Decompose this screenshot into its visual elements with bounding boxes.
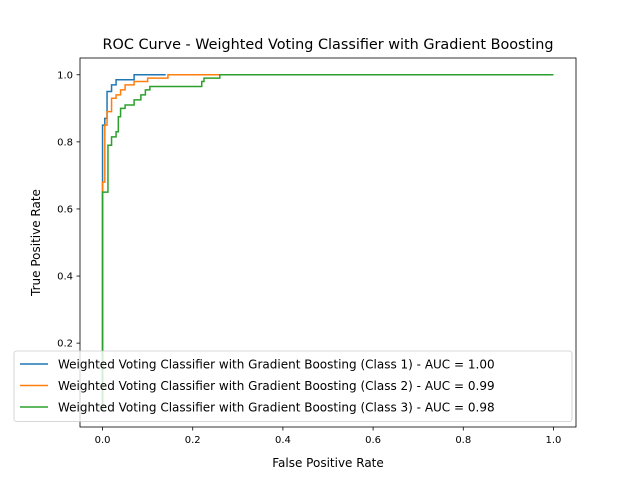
series-line-class-2 [101, 74, 220, 411]
x-tick-label: 0.0 [95, 435, 111, 446]
legend-label-class-1: Weighted Voting Classifier with Gradient… [58, 358, 495, 372]
series-line-class-3 [101, 74, 554, 411]
y-axis-label: True Positive Rate [29, 189, 43, 297]
legend-label-class-3: Weighted Voting Classifier with Gradient… [58, 401, 495, 415]
plot-series [101, 74, 554, 411]
y-tick-label: 0.4 [57, 272, 73, 283]
x-tick-label: 0.8 [455, 435, 471, 446]
plot-frame [79, 57, 577, 428]
x-tick-label: 0.4 [275, 435, 291, 446]
legend-label-class-2: Weighted Voting Classifier with Gradient… [58, 379, 495, 393]
y-tick-label: 0.2 [57, 339, 73, 350]
y-tick-label: 0.6 [57, 204, 73, 215]
legend-box [13, 350, 573, 422]
chart-title: ROC Curve - Weighted Voting Classifier w… [103, 37, 554, 53]
x-axis-ticks: 0.0 0.2 0.4 0.6 0.8 1.0 [95, 427, 562, 446]
x-axis-label: False Positive Rate [272, 456, 384, 470]
y-tick-label: 0.8 [57, 137, 73, 148]
y-axis-ticks: 0.2 0.4 0.6 0.8 1.0 [57, 70, 80, 350]
x-tick-label: 0.2 [185, 435, 201, 446]
x-tick-label: 1.0 [546, 435, 562, 446]
y-tick-label: 1.0 [57, 70, 73, 81]
x-tick-label: 0.6 [365, 435, 381, 446]
legend: Weighted Voting Classifier with Gradient… [13, 350, 573, 422]
